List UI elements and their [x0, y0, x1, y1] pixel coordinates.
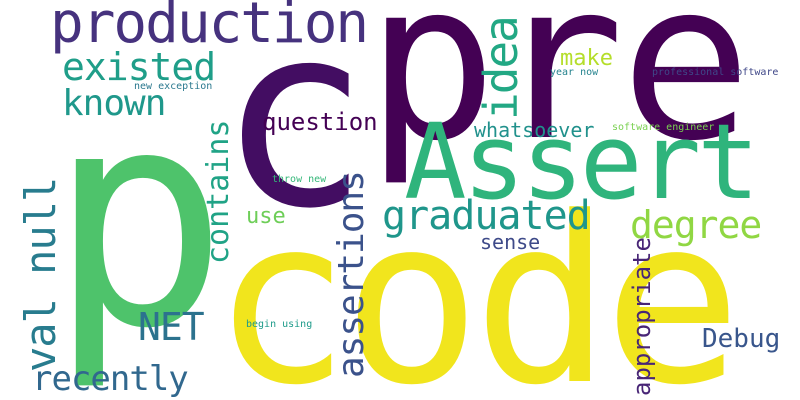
word-sense: sense — [480, 230, 541, 254]
word-software-engineer: software engineer — [612, 122, 715, 133]
word-question: question — [262, 108, 378, 136]
word-begin-using: begin using — [246, 319, 313, 330]
word-degree: degree — [630, 203, 762, 247]
word-use: use — [246, 204, 286, 229]
word-production: production — [50, 0, 369, 56]
word-contains: contains — [201, 119, 236, 265]
word-professional-software: professional software — [652, 67, 779, 78]
word-val-null: val null — [16, 177, 65, 372]
word-p: p — [48, 45, 229, 394]
word-c: c — [218, 0, 370, 264]
word-code: code — [212, 169, 742, 400]
word-assertions: assertions — [331, 171, 372, 378]
word-make: make — [560, 46, 613, 71]
word-year-now: year now — [550, 67, 599, 78]
word-net: NET — [138, 305, 205, 349]
word-debug: Debug — [702, 324, 781, 354]
word-recently: recently — [32, 359, 189, 399]
word-new-exception: new exception — [134, 81, 213, 92]
word-appropriate: appropriate — [628, 237, 656, 396]
word-pre: pre — [366, 0, 752, 189]
word-existed: existed — [62, 45, 216, 89]
word-assert: Assert — [404, 101, 760, 223]
word-whatsoever: whatsoever — [474, 118, 595, 142]
word-graduated: graduated — [382, 193, 591, 239]
word-known: known — [62, 83, 166, 124]
word-idea: idea — [474, 17, 528, 120]
word-throw-new: throw new — [272, 174, 327, 185]
